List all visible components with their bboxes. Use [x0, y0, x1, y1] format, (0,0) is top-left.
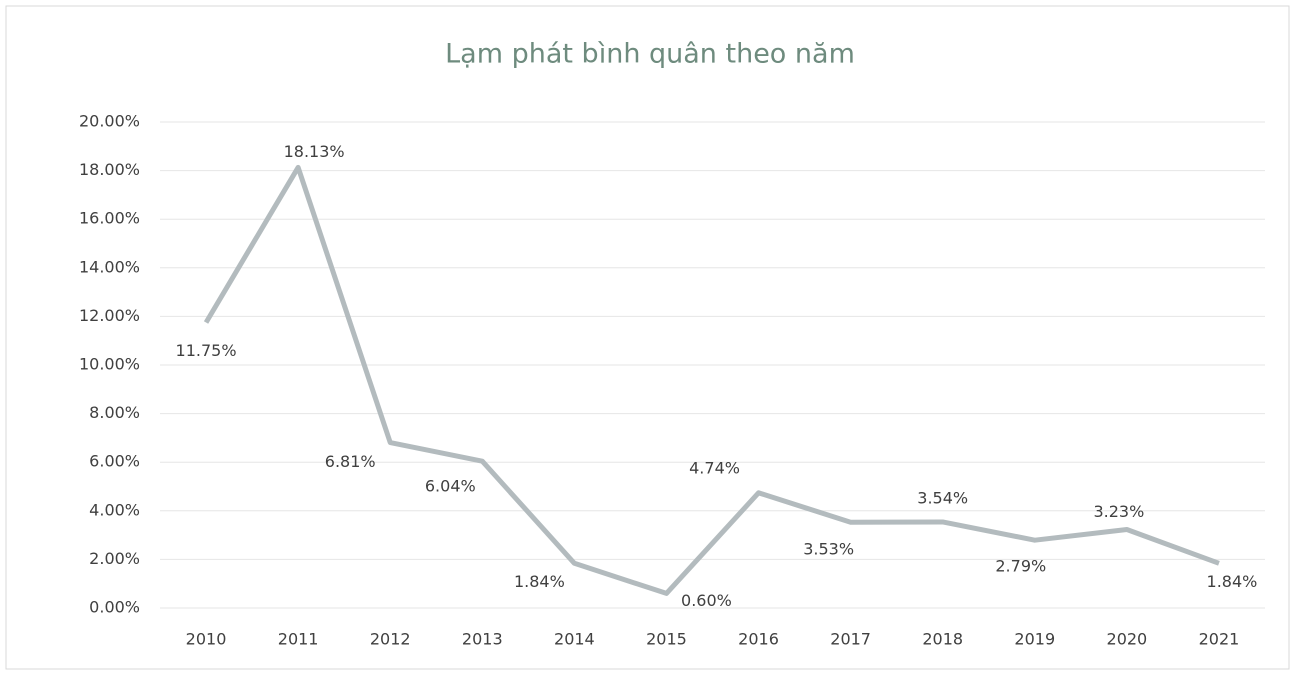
x-tick-label: 2015 [646, 630, 687, 649]
y-tick-label: 14.00% [79, 257, 140, 276]
data-label: 0.60% [681, 591, 732, 610]
x-tick-label: 2014 [554, 630, 595, 649]
x-tick-label: 2016 [738, 630, 779, 649]
x-tick-label: 2018 [922, 630, 963, 649]
y-tick-label: 8.00% [89, 403, 140, 422]
y-tick-label: 0.00% [89, 598, 140, 617]
y-tick-label: 20.00% [79, 112, 140, 131]
line-series [203, 164, 1220, 596]
data-label: 3.53% [803, 540, 854, 559]
data-label: 6.04% [425, 477, 476, 496]
chart-title: Lạm phát bình quân theo năm [445, 39, 855, 70]
data-label: 2.79% [995, 557, 1046, 576]
y-tick-label: 10.00% [79, 355, 140, 374]
chart-frame [5, 5, 1290, 670]
x-tick-label: 2013 [462, 630, 503, 649]
x-tick-label: 2019 [1014, 630, 1055, 649]
y-tick-label: 16.00% [79, 209, 140, 228]
x-tick-label: 2017 [830, 630, 871, 649]
data-label: 11.75% [176, 341, 237, 360]
data-label: 3.23% [1093, 502, 1144, 521]
y-tick-label: 2.00% [89, 549, 140, 568]
data-label: 6.81% [325, 452, 376, 471]
y-tick-label: 18.00% [79, 160, 140, 179]
y-tick-label: 12.00% [79, 306, 140, 325]
y-tick-label: 4.00% [89, 500, 140, 519]
x-tick-label: 2010 [186, 630, 227, 649]
data-label: 1.84% [514, 572, 565, 591]
x-tick-label: 2011 [278, 630, 319, 649]
data-label: 18.13% [284, 142, 345, 161]
data-label: 4.74% [689, 458, 740, 477]
x-tick-label: 2021 [1199, 630, 1240, 649]
data-label: 3.54% [917, 488, 968, 507]
x-tick-label: 2020 [1107, 630, 1148, 649]
y-tick-label: 6.00% [89, 452, 140, 471]
x-tick-label: 2012 [370, 630, 411, 649]
data-label: 1.84% [1207, 572, 1258, 591]
